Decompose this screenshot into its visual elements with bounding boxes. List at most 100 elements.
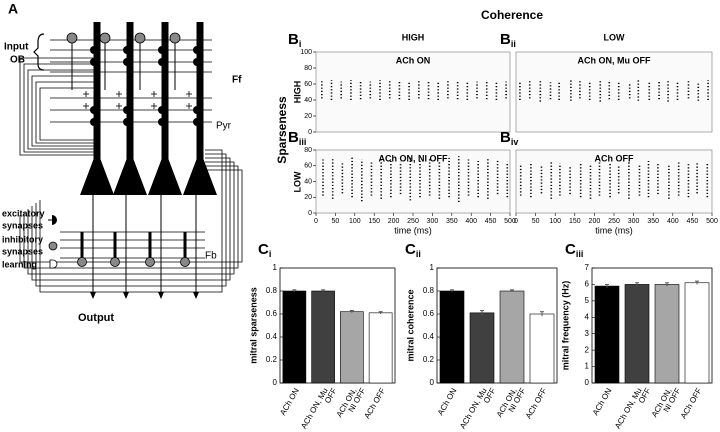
legend-text: learning [2,259,37,269]
circuit-wire [35,81,95,144]
x-tick-label: 500 [706,218,718,225]
legend-excitatory [52,215,57,225]
x-tick-label: 400 [465,218,477,225]
synapse [158,46,162,54]
y-tick-label: 0 [308,210,312,217]
bar [368,312,393,384]
y-tick-label: 7 [585,263,590,272]
panel-title: ACh ON [396,55,431,65]
legend-inhibitory [48,241,58,251]
panel-label: Cii [405,241,421,259]
bar [684,282,710,384]
synapse [193,58,197,66]
bar [499,290,525,384]
ff-label: Ff [232,75,242,86]
x-tick-label: ACh ON [278,386,301,416]
raster-panel: Biii ACh ON, NI OFF 0 20 40 60 80 0 50 100 150 200 2… [288,129,516,235]
bar [439,290,465,384]
circuit-wire [19,57,95,156]
panel-label: Ci [258,241,271,259]
raster-panel: Bi ACh ON 0 20 40 60 80 100 [288,31,511,136]
panel-subscript: iv [511,137,519,147]
x-tick-label: ACh ON, Mu [299,387,329,431]
bar [624,284,650,384]
y-tick-label: 0 [430,378,435,387]
circuit-wire [39,149,223,293]
bar-panel: Ci mitral sparseness 0 0.2 0.4 0.6 0.8 1 ACh ONA… [248,241,396,431]
y-tick-label: 0.6 [266,309,278,318]
y-tick-label: 40 [304,97,312,104]
legend-learning [49,259,58,269]
bar [529,313,555,384]
output-label: Output [78,312,114,324]
x-tick-label: 450 [687,218,699,225]
x-tick-label: 100 [549,218,561,225]
input-label: OB [10,55,25,66]
fb-cell [145,257,155,267]
ob-cell [134,32,146,44]
circuit-wire [31,157,231,281]
x-tick-label: 250 [608,218,620,225]
plot-frame [515,149,713,214]
panel-title: ACh ON, Mu OFF [578,55,651,65]
legend-text: synapses [2,246,43,256]
synapse [123,106,127,114]
circuit-wire [23,63,95,153]
synapse [158,58,162,66]
circuit-wire [35,153,227,287]
x-tick-label: 300 [427,218,439,225]
y-tick-label: 0.6 [423,309,435,318]
panel-title: ACh ON, NI OFF [379,153,448,163]
y-tick-label: 1 [273,263,278,272]
legend-text: excitatory [2,208,45,218]
ob-cell [169,32,181,44]
synapse [158,118,162,126]
y-tick-label: 80 [304,147,312,154]
y-tick-label: 0.2 [266,355,278,364]
synapse [90,118,94,126]
x-tick-label: 250 [407,218,419,225]
panel-letter: B [500,31,511,48]
circuit-wire [39,87,95,141]
panel-subscript: i [299,39,302,49]
side-label: Sparseness [275,96,289,164]
cell-body [183,150,217,195]
header-title: Coherence [481,8,543,22]
synapse [123,58,127,66]
panel-subscript: i [269,249,272,259]
raster-panel: Bii ACh ON, Mu OFF [500,31,713,133]
x-tick-label: ACh OFF [679,386,704,420]
panel-label: Ciii [565,241,583,259]
y-tick-label: 60 [304,81,312,88]
panel-subscript: iii [576,249,584,259]
fb-cell [77,257,87,267]
arrow-head [193,292,199,299]
y-tick-label: 0 [308,129,312,136]
y-tick-label: 60 [304,163,312,170]
y-axis-label: mitral frequency (Hz) [560,281,570,371]
y-tick-label: 1 [585,362,590,371]
x-axis-label: time (ms) [595,225,633,235]
x-tick-label: 350 [446,218,458,225]
panel-letter: C [405,241,416,258]
bar [469,312,495,384]
legend-text: inhibitory [2,234,43,244]
y-tick-label: 2 [585,345,590,354]
panel-subscript: ii [511,39,516,49]
panel-label: Biii [288,129,306,147]
panel-letter: C [565,241,576,258]
panel-letter: B [288,129,299,146]
x-tick-label: 200 [388,218,400,225]
y-tick-label: 40 [304,178,312,185]
synapse [158,106,162,114]
y-tick-label: 1 [430,263,435,272]
cell-body [80,150,114,195]
ob-cell [66,32,78,44]
y-tick-label: 100 [300,49,312,56]
cell-body [148,150,182,195]
bar [594,285,620,384]
arrow-head [90,292,96,299]
x-tick-label: 450 [485,218,497,225]
